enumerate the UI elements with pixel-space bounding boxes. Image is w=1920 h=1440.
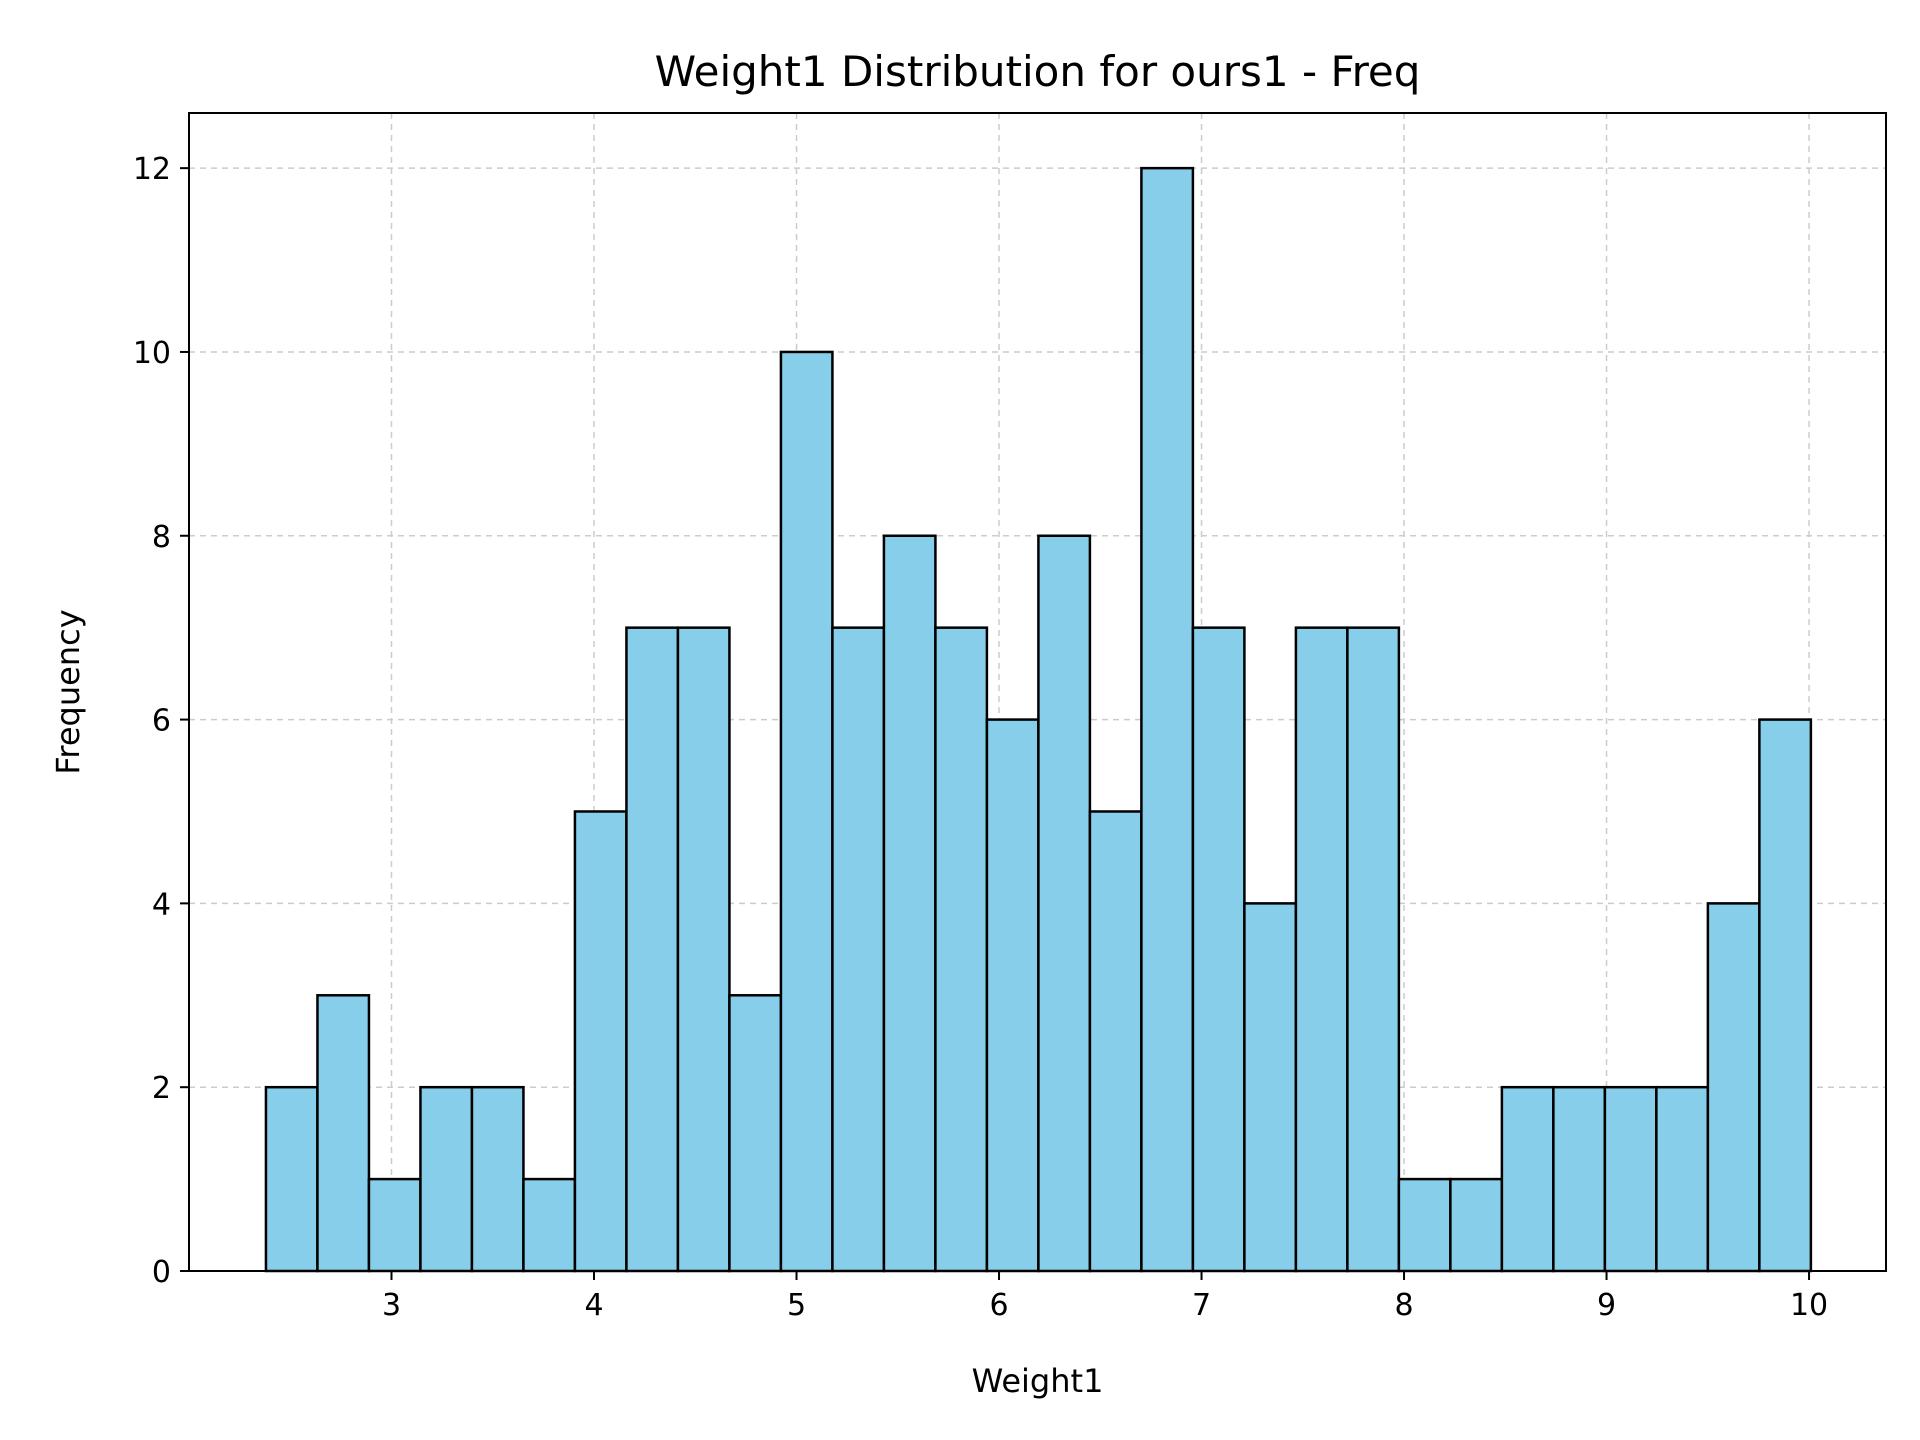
histogram-bar — [728, 994, 783, 1273]
histogram-bar — [676, 626, 731, 1273]
histogram-bar — [1346, 626, 1401, 1273]
histogram-bar — [1603, 1085, 1658, 1273]
y-tick-label: 6 — [152, 704, 171, 739]
x-axis-ticks: 3 4 5 6 7 8 9 10 — [382, 1271, 1828, 1323]
histogram-bar — [367, 1177, 422, 1273]
histogram-bar — [625, 626, 680, 1273]
histogram-bar — [419, 1085, 474, 1273]
histogram-bar — [522, 1177, 577, 1273]
histogram-bar — [882, 534, 937, 1273]
y-tick-label: 0 — [152, 1255, 171, 1290]
x-tick-label: 9 — [1597, 1288, 1616, 1323]
histogram-bar — [985, 718, 1040, 1273]
y-tick-label: 4 — [152, 887, 171, 922]
histogram-bar — [1140, 166, 1195, 1273]
histogram-bar — [1037, 534, 1092, 1273]
x-tick-label: 7 — [1192, 1288, 1211, 1323]
y-tick-label: 12 — [133, 152, 171, 187]
histogram-bar — [470, 1085, 525, 1273]
y-axis-ticks: 0 2 4 6 8 10 12 — [133, 152, 189, 1290]
histogram-bar — [573, 810, 628, 1273]
chart-title: Weight1 Distribution for ours1 - Freq — [655, 47, 1421, 96]
plot-frame — [188, 112, 1887, 1272]
histogram-bar — [779, 350, 834, 1273]
histogram-bar — [934, 626, 989, 1273]
histogram-bar — [1500, 1085, 1555, 1273]
histogram-bar — [1449, 1177, 1504, 1273]
histogram-bar — [1088, 810, 1143, 1273]
y-axis-label: Frequency — [49, 609, 87, 774]
histogram-bar — [1758, 718, 1813, 1273]
histogram-bar — [264, 1085, 319, 1273]
histogram-bar — [1655, 1085, 1710, 1273]
y-tick-label: 8 — [152, 520, 171, 555]
histogram-bar — [831, 626, 886, 1273]
x-tick-label: 6 — [989, 1288, 1008, 1323]
histogram-bar — [316, 994, 371, 1273]
histogram-bar — [1243, 902, 1298, 1273]
histogram-bar — [1552, 1085, 1607, 1273]
y-tick-label: 2 — [152, 1071, 171, 1106]
histogram-bars — [264, 166, 1813, 1273]
x-tick-label: 10 — [1790, 1288, 1828, 1323]
x-tick-label: 4 — [584, 1288, 603, 1323]
histogram-bar — [1706, 902, 1761, 1273]
y-tick-label: 10 — [133, 336, 171, 371]
x-tick-label: 5 — [787, 1288, 806, 1323]
histogram-bar — [1294, 626, 1349, 1273]
histogram-bar — [1397, 1177, 1452, 1273]
x-axis-label: Weight1 — [972, 1362, 1104, 1400]
x-tick-label: 8 — [1394, 1288, 1413, 1323]
histogram-bar — [1191, 626, 1246, 1273]
x-tick-label: 3 — [382, 1288, 401, 1323]
